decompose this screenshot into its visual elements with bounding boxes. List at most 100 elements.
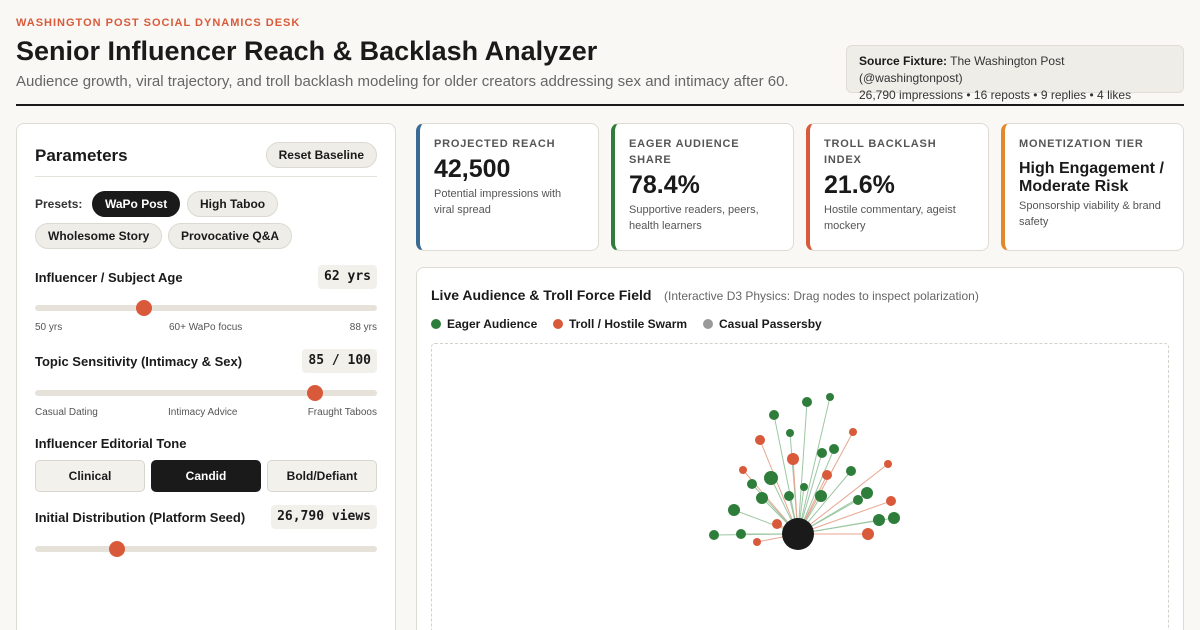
kpi-projected-reach: PROJECTED REACH 42,500 Potential impress… [416,123,599,251]
legend-dot [553,319,563,329]
sensitivity-tick-min: Casual Dating [35,407,98,418]
age-tick-max: 88 yrs [349,322,377,333]
age-value: 62 yrs [318,265,377,289]
sensitivity-slider[interactable] [35,385,377,401]
eager-audience-node[interactable] [817,448,827,458]
sensitivity-tick-max: Fraught Taboos [307,407,377,418]
legend-dot [431,319,441,329]
distribution-slider[interactable] [35,541,377,557]
network-link [797,463,889,535]
age-label: Influencer / Subject Age [35,270,183,285]
troll-node[interactable] [862,528,874,540]
eager-audience-node[interactable] [873,514,885,526]
troll-node[interactable] [822,470,832,480]
parameters-title: Parameters [35,146,128,165]
age-tick-min: 50 yrs [35,322,63,333]
troll-node[interactable] [753,538,761,546]
eager-audience-node[interactable] [815,490,827,502]
eager-audience-node[interactable] [826,393,834,401]
tone-bold-defiant-button[interactable]: Bold/Defiant [267,460,377,492]
viz-title: Live Audience & Troll Force Field [431,287,652,303]
age-tick-mid: 60+ WaPo focus [169,322,243,333]
eager-audience-node[interactable] [747,479,757,489]
troll-node[interactable] [884,460,892,468]
eager-audience-node[interactable] [853,495,863,505]
desk-kicker: WASHINGTON POST SOCIAL DYNAMICS DESK [16,17,301,29]
troll-node[interactable] [886,496,896,506]
tone-clinical-button[interactable]: Clinical [35,460,145,492]
kpi-value: 78.4% [629,171,700,199]
preset-wholesome-story-button[interactable]: Wholesome Story [35,223,163,249]
legend-casual: Casual Passersby [703,317,822,331]
network-graph[interactable] [432,344,1169,630]
legend-label: Eager Audience [447,317,538,331]
distribution-slider-thumb[interactable] [109,541,126,557]
preset-high-taboo-button[interactable]: High Taboo [187,191,279,217]
distribution-label: Initial Distribution (Platform Seed) [35,510,246,525]
network-link [797,500,892,535]
sensitivity-slider-thumb[interactable] [307,385,324,401]
eager-audience-node[interactable] [800,483,808,491]
eager-audience-node[interactable] [829,444,839,454]
troll-node[interactable] [787,453,799,465]
preset-wapo-post-button[interactable]: WaPo Post [92,191,181,217]
reset-baseline-button[interactable]: Reset Baseline [265,142,377,168]
network-link [797,396,831,535]
age-slider[interactable] [35,300,377,316]
legend-troll: Troll / Hostile Swarm [553,317,687,331]
eager-audience-node[interactable] [846,466,856,476]
eager-audience-node[interactable] [802,397,812,407]
kpi-desc: Supportive readers, peers, health learne… [629,204,759,232]
divider [35,176,377,177]
tone-candid-button[interactable]: Candid [151,460,261,492]
network-link [759,439,799,535]
source-label: Source Fixture: [859,54,948,68]
preset-provocative-qa-button[interactable]: Provocative Q&A [168,223,293,249]
sensitivity-tick-mid: Intimacy Advice [168,407,238,418]
eager-audience-node[interactable] [728,504,740,516]
legend-eager: Eager Audience [431,317,537,331]
legend-label: Casual Passersby [719,317,822,331]
force-field-canvas[interactable] [431,343,1169,630]
network-link [773,414,799,535]
eager-audience-node[interactable] [786,429,794,437]
network-link [797,401,808,535]
kpi-desc: Potential impressions with viral spread [434,188,562,216]
tone-label: Influencer Editorial Tone [35,436,187,451]
viz-subtitle: (Interactive D3 Physics: Drag nodes to i… [664,289,979,303]
kpi-desc: Hostile commentary, ageist mockery [824,204,956,232]
troll-node[interactable] [849,428,857,436]
eager-audience-node[interactable] [888,512,900,524]
eager-audience-node[interactable] [764,471,778,485]
page-subtitle: Audience growth, viral trajectory, and t… [16,73,789,90]
sensitivity-label: Topic Sensitivity (Intimacy & Sex) [35,354,243,369]
troll-node[interactable] [739,466,747,474]
kpi-value: 21.6% [824,171,895,199]
troll-node[interactable] [772,519,782,529]
sensitivity-value: 85 / 100 [302,349,377,373]
kpi-label: TROLL BACKLASH INDEX [824,138,937,166]
legend-dot [703,319,713,329]
eager-audience-node[interactable] [756,492,768,504]
source-stats: 26,790 impressions • 16 reposts • 9 repl… [859,88,1132,102]
eager-audience-node[interactable] [736,529,746,539]
legend-label: Troll / Hostile Swarm [569,317,688,331]
eager-audience-node[interactable] [784,491,794,501]
kpi-label: MONETIZATION TIER [1019,138,1144,150]
kpi-value: High Engagement / Moderate Risk [1019,160,1164,195]
kpi-eager-audience-share: EAGER AUDIENCE SHARE 78.4% Supportive re… [611,123,794,251]
troll-node[interactable] [755,435,765,445]
distribution-value: 26,790 views [271,505,377,529]
force-field-panel: Live Audience & Troll Force Field (Inter… [416,267,1184,630]
page-header: WASHINGTON POST SOCIAL DYNAMICS DESK Sen… [16,0,1184,106]
age-slider-thumb[interactable] [136,300,153,316]
presets-label: Presets: [35,197,83,211]
eager-audience-node[interactable] [861,487,873,499]
network-link [797,431,854,535]
parameters-panel: Parameters Reset Baseline Presets: WaPo … [16,123,396,630]
page-title: Senior Influencer Reach & Backlash Analy… [16,36,598,66]
eager-audience-node[interactable] [769,410,779,420]
eager-audience-node[interactable] [709,530,719,540]
influencer-hub-node[interactable] [782,518,814,550]
kpi-value: 42,500 [434,155,511,183]
